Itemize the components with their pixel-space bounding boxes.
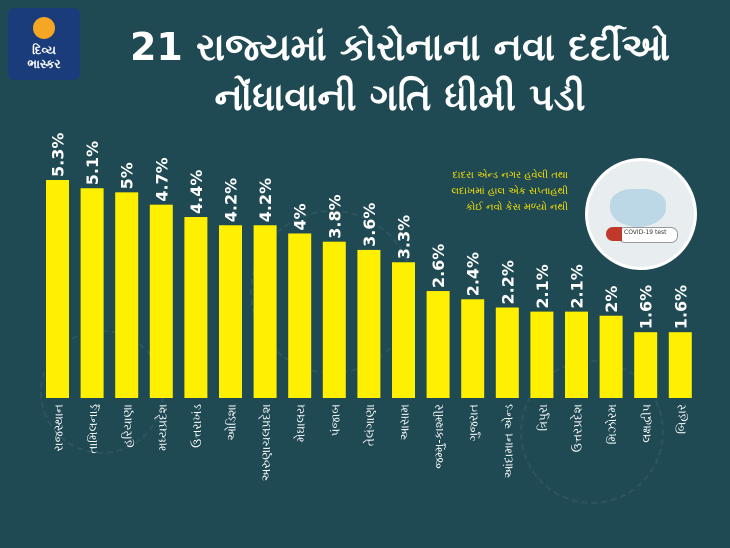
data-label-17: 1.6% [637, 285, 656, 329]
category-label-6: અરુણાચલપ્રદેશ [258, 404, 273, 481]
data-label-10: 3.3% [395, 215, 414, 259]
bar-4 [184, 217, 208, 398]
data-label-1: 5.1% [83, 141, 102, 185]
face-mask-icon [610, 189, 666, 227]
category-label-8: પંજાબ [328, 404, 342, 437]
bar-15 [565, 311, 588, 398]
category-label-18: બિહાર [674, 404, 688, 434]
bar-8 [322, 241, 346, 398]
photo-label: COVID-19 test [624, 229, 667, 236]
data-label-5: 4.2% [222, 178, 241, 222]
data-label-14: 2.1% [533, 264, 552, 308]
title-line-1: 21 રાજ્યમાં કોરોનાના નવા દર્દીઓ [129, 25, 671, 69]
category-label-13: આંદામાન એન્ડ [501, 404, 515, 479]
page-title: 21 રાજ્યમાં કોરોનાના નવા દર્દીઓ નોંધાવાન… [90, 22, 710, 122]
title-line-2: નોંધાવાની ગતિ ધીમી પડી [214, 75, 586, 119]
data-label-3: 4.7% [152, 157, 171, 201]
category-label-11: જમ્મુ-કાશ્મીર [432, 404, 446, 469]
category-label-4: ઉત્તરાખંડ [190, 404, 204, 448]
data-label-8: 3.8% [325, 194, 344, 238]
category-label-1: તામિલનાડુ [86, 404, 100, 454]
logo-line-2: ભાસ્કર [27, 57, 61, 71]
bar-0 [46, 180, 69, 398]
category-label-14: ત્રિપુરા [536, 404, 550, 431]
category-label-12: ગુજરાત [467, 404, 481, 441]
bar-7 [288, 233, 312, 398]
category-label-2: હરિયાણા [121, 404, 135, 448]
logo-line-1: દિવ્ય [32, 43, 56, 57]
category-label-17: લક્ષદ્વીપ [640, 404, 654, 443]
tube-cap-icon [606, 227, 622, 241]
data-label-9: 3.6% [360, 203, 379, 247]
category-label-5: ઓડિશા [225, 404, 239, 441]
category-label-10: આસામ [398, 404, 412, 440]
bar-3 [149, 204, 173, 398]
data-label-7: 4% [291, 203, 310, 230]
bar-11 [426, 291, 450, 398]
bar-5 [219, 225, 242, 398]
note-line-1: દાદરા એન્ડ નગર હવેલી તથા [452, 170, 568, 181]
data-label-16: 2% [602, 286, 621, 313]
data-label-6: 4.2% [256, 178, 275, 222]
category-label-3: મધ્યપ્રદેશ [155, 404, 170, 451]
bar-6 [253, 225, 277, 398]
note-line-3: કોઈ નવો કેસ મળ્યો નથી [465, 202, 568, 213]
sun-icon [33, 17, 55, 39]
bar-10 [392, 262, 415, 398]
bar-2 [115, 192, 139, 398]
bar-16 [599, 315, 623, 398]
category-label-0: રાજસ્થાન [52, 404, 66, 452]
bar-12 [461, 299, 485, 398]
data-label-13: 2.2% [498, 260, 517, 304]
bar-9 [357, 249, 381, 398]
data-label-2: 5% [118, 162, 137, 189]
data-label-18: 1.6% [671, 285, 690, 329]
data-label-12: 2.4% [464, 252, 483, 296]
category-label-15: ઉત્તરપ્રદેશ [570, 404, 585, 452]
covid-test-photo: COVID-19 test [585, 158, 697, 270]
bar-14 [530, 311, 554, 398]
bar-13 [495, 307, 519, 398]
bar-1 [80, 188, 104, 398]
category-label-9: તેલંગાણા [363, 404, 377, 446]
bar-18 [668, 332, 692, 398]
data-label-4: 4.4% [187, 170, 206, 214]
note-line-2: લદાખમાં હાલ એક સપ્તાહથી [451, 186, 568, 197]
bar-17 [634, 332, 658, 398]
category-label-16: મિઝોરમ [605, 404, 619, 444]
data-label-0: 5.3% [49, 133, 68, 177]
category-label-7: મેઘાલય [294, 404, 308, 442]
info-note: દાદરા એન્ડ નગર હવેલી તથા લદાખમાં હાલ એક … [398, 168, 568, 216]
data-label-15: 2.1% [568, 264, 587, 308]
brand-logo: દિવ્ય ભાસ્કર [8, 8, 80, 80]
data-label-11: 2.6% [429, 244, 448, 288]
